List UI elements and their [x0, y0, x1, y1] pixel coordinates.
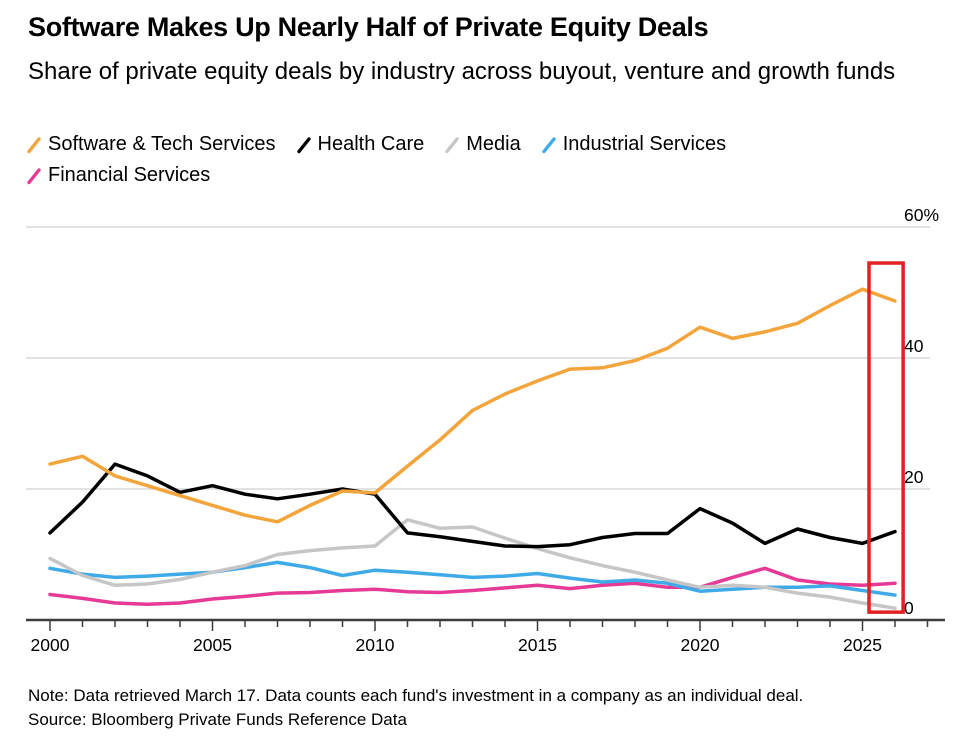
legend-item-software-tech-services: Software & Tech Services	[26, 131, 276, 158]
series-line-financial-services	[48, 566, 897, 607]
legend-slash-icon	[27, 136, 41, 153]
series-line-health-care	[48, 462, 897, 549]
highlight-box	[867, 261, 905, 614]
y-axis-label-40: 40	[904, 336, 924, 356]
x-axis-label-2000: 2000	[31, 635, 70, 655]
legend-item-industrial-services: Industrial Services	[541, 131, 726, 158]
x-axis-label-2015: 2015	[518, 635, 557, 655]
x-axis-label-2010: 2010	[356, 635, 395, 655]
legend-label: Media	[466, 133, 521, 155]
chart-title: Software Makes Up Nearly Half of Private…	[28, 12, 709, 42]
legend-item-media: Media	[444, 131, 521, 158]
chart-area: 0 20 40 60% 2000 2005 2010 2015 2020 2025	[0, 190, 974, 675]
series-line-software-tech-services	[48, 287, 897, 524]
legend-item-financial-services: Financial Services	[26, 162, 210, 189]
chart-source: Source: Bloomberg Private Funds Referenc…	[28, 710, 407, 729]
legend-label: Industrial Services	[562, 133, 727, 155]
chart-note: Note: Data retrieved March 17. Data coun…	[28, 686, 804, 705]
legend-label: Software & Tech Services	[48, 133, 276, 155]
legend-slash-icon	[27, 167, 41, 184]
y-axis-label-20: 20	[904, 467, 924, 487]
legend-slash-icon	[445, 136, 459, 153]
y-axis-label-0: 0	[904, 598, 914, 618]
legend-label: Financial Services	[48, 164, 211, 186]
line-chart-svg: 0 20 40 60% 2000 2005 2010 2015 2020 2025	[26, 205, 945, 655]
x-axis-label-2005: 2005	[193, 635, 232, 655]
x-axis-label-2025: 2025	[843, 635, 882, 655]
chart-subtitle: Share of private equity deals by industr…	[28, 58, 896, 85]
legend-item-health-care: Health Care	[296, 131, 425, 158]
legend-slash-icon	[296, 136, 311, 153]
legend-label: Health Care	[317, 133, 425, 155]
x-axis-label-2020: 2020	[681, 635, 720, 655]
chart-legend: Software & Tech Services Health Care Media…	[26, 131, 871, 189]
legend-slash-icon	[542, 136, 556, 153]
y-axis-label-60: 60%	[904, 205, 939, 225]
series-line-media	[48, 518, 897, 610]
